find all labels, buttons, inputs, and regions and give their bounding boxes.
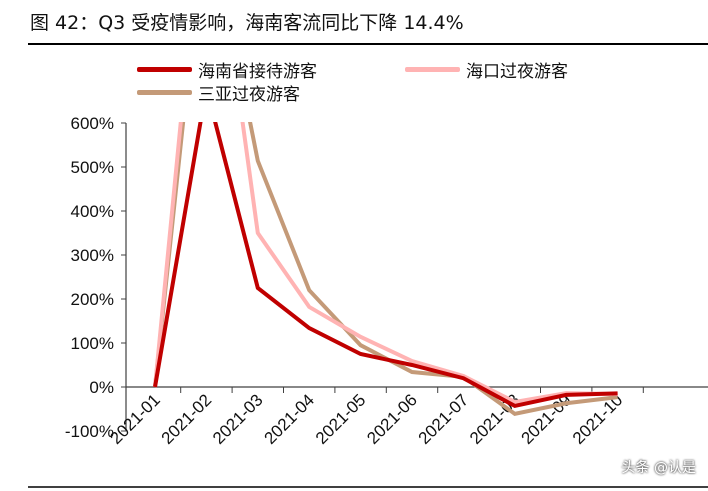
y-tick-label: 300% — [71, 246, 114, 265]
y-tick-label: 400% — [71, 202, 114, 221]
y-tick-label: 100% — [71, 334, 114, 353]
series-line-0 — [153, 122, 618, 409]
watermark: 头条 @认是 — [621, 460, 696, 476]
legend-item-hainan: 海南省接待游客 — [137, 57, 317, 82]
y-tick-label: 0% — [89, 378, 114, 397]
x-tick-label: 2021-03 — [209, 390, 267, 448]
legend-swatch — [405, 67, 460, 72]
series-line-2 — [153, 122, 618, 416]
x-tick-label: 2021-06 — [363, 390, 421, 448]
x-tick-label: 2021-07 — [415, 390, 473, 448]
x-tick-label: 2021-01 — [106, 390, 164, 448]
legend-swatch — [137, 90, 192, 95]
title-divider — [28, 43, 708, 45]
legend-swatch — [137, 67, 192, 72]
legend-item-sanya: 三亚过夜游客 — [137, 80, 300, 105]
y-tick-label: 200% — [71, 290, 114, 309]
chart-title: 图 42：Q3 受疫情影响，海南客流同比下降 14.4% — [30, 12, 464, 34]
y-tick-label: 600% — [71, 114, 114, 133]
legend-label: 海南省接待游客 — [198, 62, 317, 82]
legend-item-haikou: 海口过夜游客 — [405, 57, 568, 82]
x-tick-label: 2021-04 — [260, 390, 318, 448]
y-tick-label: -100% — [65, 422, 114, 441]
legend-label: 海口过夜游客 — [466, 62, 568, 82]
x-tick-label: 2021-05 — [312, 390, 370, 448]
y-tick-label: 500% — [71, 158, 114, 177]
legend-label: 三亚过夜游客 — [198, 85, 300, 105]
series-line-1 — [153, 122, 618, 405]
x-tick-label: 2021-02 — [158, 390, 216, 448]
